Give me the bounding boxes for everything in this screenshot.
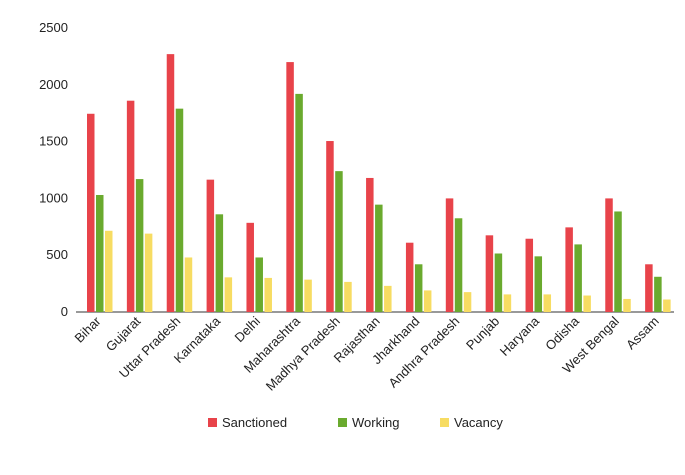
legend-swatch-working <box>338 418 347 427</box>
bar-vacancy <box>583 295 591 312</box>
bar-sanctioned <box>405 242 414 312</box>
y-tick-label: 1500 <box>39 134 68 149</box>
legend: Sanctioned Working Vacancy <box>208 415 503 430</box>
bar-sanctioned <box>366 177 374 312</box>
legend-label-sanctioned: Sanctioned <box>222 415 287 430</box>
bar-vacancy <box>224 277 233 312</box>
x-tick-label: Assam <box>623 314 662 353</box>
bar-working <box>335 171 343 312</box>
legend-swatch-vacancy <box>440 418 449 427</box>
bar-working <box>255 257 263 312</box>
x-tick-label: Bihar <box>72 313 105 346</box>
bar-sanctioned <box>246 222 254 312</box>
bar-working <box>654 276 662 312</box>
bar-sanctioned <box>525 238 534 312</box>
bar-vacancy <box>423 290 432 312</box>
x-tick-label: Delhi <box>232 313 264 345</box>
bar-vacancy <box>663 299 671 312</box>
bar-working <box>494 253 503 312</box>
bar-working <box>414 264 423 312</box>
x-tick-label: Andhra Pradesh <box>385 314 462 391</box>
bars <box>87 54 671 313</box>
x-tick-label: Haryana <box>497 313 543 359</box>
bar-sanctioned <box>206 179 215 312</box>
bar-vacancy <box>463 292 472 312</box>
bar-working <box>534 256 543 312</box>
bar-sanctioned <box>126 100 135 312</box>
y-tick-label: 2000 <box>39 77 68 92</box>
bar-working <box>295 93 303 312</box>
bar-sanctioned <box>445 198 454 312</box>
bar-working <box>135 179 144 312</box>
bar-working <box>215 214 224 312</box>
bar-vacancy <box>264 277 272 312</box>
bar-sanctioned <box>326 141 334 312</box>
bar-working <box>175 108 184 312</box>
bar-vacancy <box>503 294 512 312</box>
bar-working <box>614 211 622 312</box>
bar-working <box>454 218 463 312</box>
x-tick-label: Punjab <box>463 314 502 353</box>
bar-working <box>96 194 104 312</box>
bar-vacancy <box>184 257 193 312</box>
legend-label-working: Working <box>352 415 399 430</box>
bar-sanctioned <box>565 227 573 312</box>
legend-swatch-sanctioned <box>208 418 217 427</box>
y-tick-label: 0 <box>61 304 68 319</box>
bar-sanctioned <box>286 62 294 312</box>
bar-vacancy <box>105 230 113 312</box>
bar-vacancy <box>144 233 153 312</box>
bar-vacancy <box>384 285 392 312</box>
legend-label-vacancy: Vacancy <box>454 415 503 430</box>
bar-vacancy <box>623 298 631 312</box>
bar-vacancy <box>304 279 312 312</box>
y-tick-label: 500 <box>46 247 68 262</box>
y-tick-label: 1000 <box>39 190 68 205</box>
y-tick-label: 2500 <box>39 20 68 35</box>
bar-vacancy <box>543 294 552 312</box>
y-axis: 0 500 1000 1500 2000 2500 <box>39 20 68 319</box>
bar-sanctioned <box>605 198 613 312</box>
bar-sanctioned <box>485 235 494 312</box>
bar-sanctioned <box>645 264 653 312</box>
bar-working <box>574 244 582 312</box>
bar-sanctioned <box>166 54 175 313</box>
bar-working <box>375 204 383 312</box>
bar-vacancy <box>344 281 352 312</box>
bar-sanctioned <box>87 113 95 312</box>
